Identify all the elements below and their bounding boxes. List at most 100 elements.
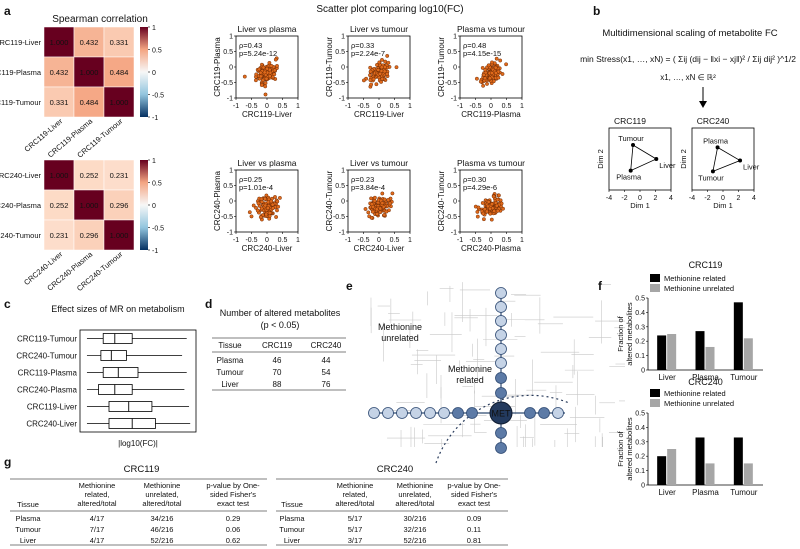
network-node-related [538, 407, 550, 419]
scatter-point [242, 74, 247, 79]
altered-table-header: CRC119 [262, 341, 293, 350]
scatter-point [382, 69, 387, 74]
scatter-ytick-label: -0.5 [333, 80, 345, 87]
hm240-cell [43, 219, 75, 251]
scatter-point [269, 199, 274, 204]
scatter-point [495, 208, 500, 213]
fisher-table-title: CRC240 [377, 464, 413, 475]
network-center-label: MET [492, 409, 512, 419]
legend-label-related: Methionine related [664, 389, 726, 398]
altered-title: Number of altered metabolites [220, 308, 341, 318]
scatter-ylabel: CRC119-Plasma [213, 37, 222, 97]
mds-ylabel: Dim 2 [679, 149, 688, 169]
fisher-table-header: p-value by One-sided Fisher's exact test [206, 481, 260, 508]
network-node-related [495, 387, 507, 399]
scatter-ytick-label: 0.5 [447, 183, 457, 190]
mds-xtick-label: 0 [721, 195, 725, 202]
scatter-panel-title: Plasma vs tumour [457, 158, 525, 168]
hm119-cell-value: 1.000 [80, 68, 99, 77]
scatter-point [270, 206, 275, 211]
hm119-cell [73, 26, 105, 58]
scatter-xtick-label: -1 [233, 237, 239, 244]
network-node-unrelated [382, 407, 394, 419]
scatter-panel-title: Plasma vs tumour [457, 24, 525, 34]
scatter-xtick-label: -1 [345, 103, 351, 110]
scatter-ytick-label: 0 [341, 65, 345, 72]
hm240-cell [43, 159, 75, 191]
scatter-point [495, 197, 500, 202]
scatter-point [368, 65, 373, 70]
scatter-ylabel: CRC119-Tumour [325, 37, 334, 97]
bar-ytick-label: 0.2 [635, 339, 645, 346]
scatter-xtick-label: 0.5 [278, 103, 288, 110]
altered-table-cell: Plasma [217, 356, 244, 365]
scatter-point [379, 65, 384, 70]
mds-xlabel: Dim 1 [713, 201, 733, 210]
network-node-related [495, 427, 507, 439]
scatter-point [261, 65, 266, 70]
scatter-point [369, 196, 373, 201]
scatter-ytick-label: 0 [453, 199, 457, 206]
scatter-point [363, 207, 368, 211]
scatter-point [370, 209, 375, 214]
altered-table-header: CRC240 [311, 341, 342, 350]
fisher-table-header: Methionine unrelated, altered/total [395, 481, 435, 508]
boxplot-box [98, 384, 133, 395]
altered-table-cell: Liver [221, 380, 239, 389]
network-node-unrelated [552, 407, 564, 419]
scatter-rho: ρ=0.23 [351, 175, 374, 184]
hm240-cell-value: 1.000 [80, 201, 99, 210]
hm240-cell-value: 0.252 [50, 201, 69, 210]
scatter-point [388, 201, 392, 206]
bar-ytick-label: 0.3 [635, 324, 645, 331]
network-boundary-arc [435, 394, 570, 464]
scatter-point [378, 71, 383, 76]
scatter-point [263, 84, 268, 89]
mds-triangle [712, 146, 741, 173]
fisher-tables: CRC119 Tissue Methionine related, altered/to… [10, 464, 508, 546]
mds-point [738, 158, 743, 163]
mds-xtick-label: -4 [606, 195, 612, 202]
hm119-cell [103, 86, 135, 118]
scatter-point [496, 75, 501, 80]
scatter-ytick-label: 1 [229, 168, 233, 175]
hm119-cbar-label: 1 [152, 25, 156, 32]
legend-swatch-related [650, 274, 660, 282]
hm240-cell [73, 219, 105, 251]
scatter-point [493, 65, 498, 70]
scatter-xtick-label: -0.5 [469, 103, 481, 110]
scatter-xtick-label: 0 [265, 237, 269, 244]
hm240-cell [103, 219, 135, 251]
scatter-point [480, 66, 485, 70]
bar-category-label: Plasma [692, 373, 719, 382]
scatter-point [378, 210, 383, 215]
scatter-point [489, 202, 494, 207]
scatter-xlabel: CRC240-Liver [354, 244, 405, 253]
scatter-panel-title: Liver vs tumour [350, 24, 408, 34]
scatter-point [491, 194, 496, 199]
scatter-xtick-label: -1 [233, 103, 239, 110]
scatter-point [265, 206, 270, 211]
fisher-table-cell: 46/216 [151, 525, 174, 534]
scatter-xtick-label: -1 [457, 103, 463, 110]
scatter-ytick-label: -0.5 [445, 80, 457, 87]
scatter-xtick-label: -1 [345, 237, 351, 244]
fisher-table-header: Methionine related, altered/total [335, 481, 375, 508]
fisher-table-cell: Tumour [15, 525, 41, 534]
scatter-point [385, 72, 389, 76]
legend-swatch-unrelated [650, 399, 660, 407]
scatter-point [490, 60, 494, 65]
scatter-xtick-label: 0.5 [390, 237, 400, 244]
hm119-row-label: CRC119-Liver [0, 38, 41, 47]
hm119-row-label: CRC119-Tumour [0, 98, 42, 107]
bar-ytick-label: 0.1 [635, 468, 645, 475]
altered-table-cell: 46 [273, 356, 282, 365]
hm240-row-label: CRC240-Tumour [0, 231, 41, 240]
hm119-cbar-label: -1 [152, 115, 158, 122]
scatter-point [258, 215, 263, 220]
network-label-unrelated: Methionine unrelated [378, 322, 422, 343]
bar-ytick-label: 0.1 [635, 353, 645, 360]
mds-point [710, 169, 715, 174]
scatter-point [272, 72, 277, 77]
